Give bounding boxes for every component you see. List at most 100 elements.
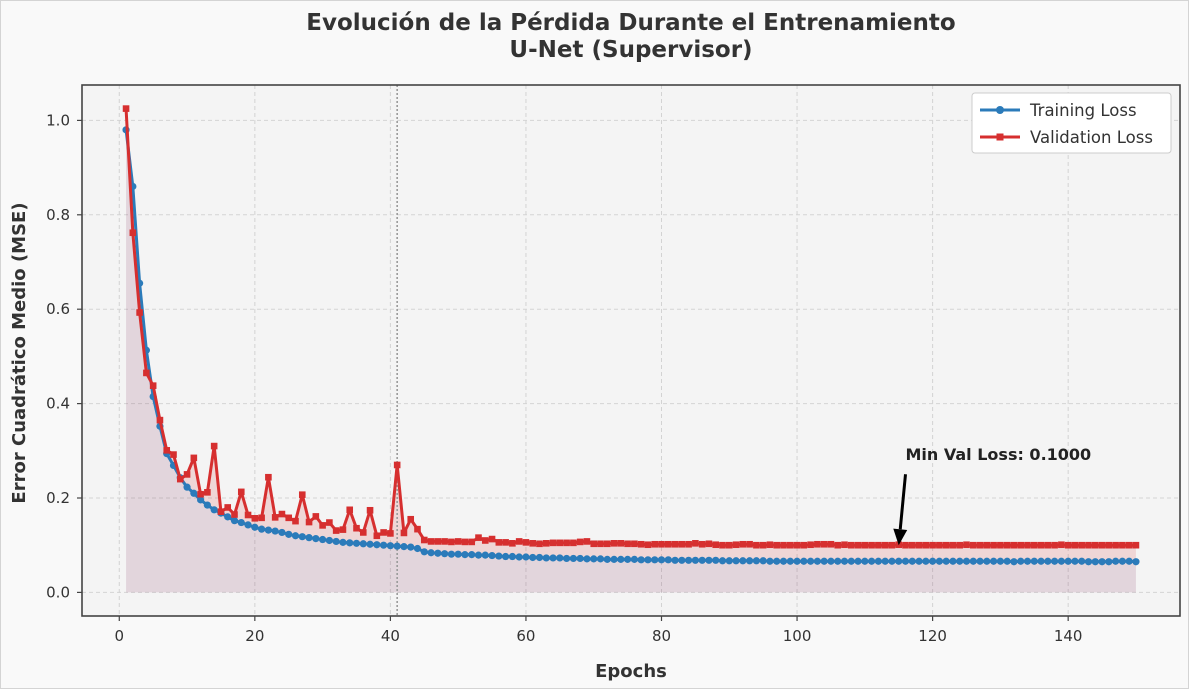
training-point	[359, 540, 367, 548]
validation-point	[732, 541, 740, 549]
validation-point	[197, 490, 204, 498]
validation-point	[658, 540, 665, 548]
training-point	[983, 557, 991, 565]
validation-point	[265, 473, 272, 481]
validation-point	[414, 525, 421, 533]
validation-point	[997, 541, 1004, 549]
validation-point	[793, 541, 801, 549]
training-point	[502, 552, 510, 561]
validation-point	[298, 491, 306, 498]
training-point	[197, 496, 205, 504]
training-point	[278, 528, 286, 537]
validation-point	[210, 442, 218, 450]
validation-point	[1064, 541, 1072, 549]
training-point	[624, 555, 632, 563]
validation-point	[129, 229, 137, 237]
training-point	[664, 556, 672, 564]
validation-point	[495, 539, 503, 546]
training-point	[285, 530, 293, 538]
training-point	[1125, 557, 1133, 565]
training-point	[481, 551, 489, 559]
training-point	[434, 549, 442, 557]
training-point	[1044, 557, 1052, 565]
legend-marker-training	[996, 106, 1004, 114]
training-point	[515, 553, 523, 561]
plot-area	[82, 85, 1180, 616]
validation-point	[488, 535, 496, 543]
validation-point	[692, 540, 699, 547]
training-point	[563, 554, 571, 563]
validation-point	[156, 416, 164, 424]
training-point	[807, 557, 815, 565]
validation-point	[1071, 541, 1079, 549]
validation-point	[529, 540, 537, 547]
training-point	[718, 557, 727, 565]
validation-point	[339, 526, 347, 533]
training-point	[705, 556, 713, 564]
training-point	[630, 555, 638, 563]
training-point	[190, 489, 198, 497]
x-tick-label: 60	[516, 627, 535, 645]
validation-point	[481, 537, 489, 544]
x-tick-label: 140	[1054, 627, 1083, 645]
x-tick-label: 40	[381, 627, 400, 645]
legend: Training Loss Validation Loss	[971, 92, 1172, 154]
validation-point	[881, 541, 889, 549]
validation-point	[759, 541, 767, 549]
training-point	[1030, 557, 1038, 565]
validation-point	[305, 518, 313, 526]
validation-point	[685, 540, 692, 548]
training-point	[1112, 557, 1120, 565]
validation-point	[644, 541, 652, 549]
validation-point	[204, 489, 211, 496]
validation-point	[359, 529, 367, 536]
chart-title-line2: U-Net (Supervisor)	[509, 37, 752, 63]
validation-point	[454, 538, 462, 545]
validation-point	[861, 541, 869, 549]
training-point	[996, 557, 1004, 565]
training-point	[380, 541, 388, 549]
validation-point	[1030, 541, 1038, 549]
validation-point	[366, 506, 374, 514]
validation-point	[1058, 541, 1065, 549]
y-axis-label: Error Cuadrático Medio (MSE)	[9, 202, 30, 503]
training-point	[258, 525, 266, 533]
training-point	[366, 540, 374, 548]
training-point	[874, 557, 882, 565]
training-point	[264, 526, 272, 534]
validation-point	[170, 451, 177, 458]
training-point	[929, 557, 937, 565]
training-point	[319, 535, 327, 544]
validation-point	[719, 541, 726, 549]
training-point	[1084, 558, 1093, 566]
validation-point	[400, 529, 408, 537]
validation-point	[766, 541, 774, 549]
validation-point	[1003, 541, 1011, 549]
annotation-text: Min Val Loss: 0.1000	[906, 445, 1092, 464]
validation-point	[942, 541, 950, 549]
training-point	[400, 543, 408, 551]
validation-point	[183, 471, 191, 478]
annotation-arrow-head	[893, 528, 908, 546]
training-point	[990, 557, 998, 565]
validation-point	[353, 524, 360, 532]
training-point	[251, 523, 259, 531]
training-point	[942, 557, 950, 565]
training-point	[746, 557, 754, 565]
validation-point	[590, 540, 598, 548]
y-tick-label: 0.6	[46, 300, 70, 318]
validation-point	[420, 536, 428, 544]
validation-point	[244, 511, 252, 519]
validation-point	[387, 530, 394, 537]
x-tick-label: 20	[245, 627, 264, 645]
training-point	[908, 557, 916, 565]
training-point	[603, 555, 611, 563]
training-point	[1105, 558, 1113, 566]
training-point	[901, 557, 910, 565]
training-point	[312, 534, 320, 543]
training-point	[847, 557, 855, 565]
validation-point	[292, 517, 299, 525]
training-point	[644, 556, 652, 564]
validation-point	[1024, 541, 1031, 549]
validation-point	[231, 511, 238, 518]
